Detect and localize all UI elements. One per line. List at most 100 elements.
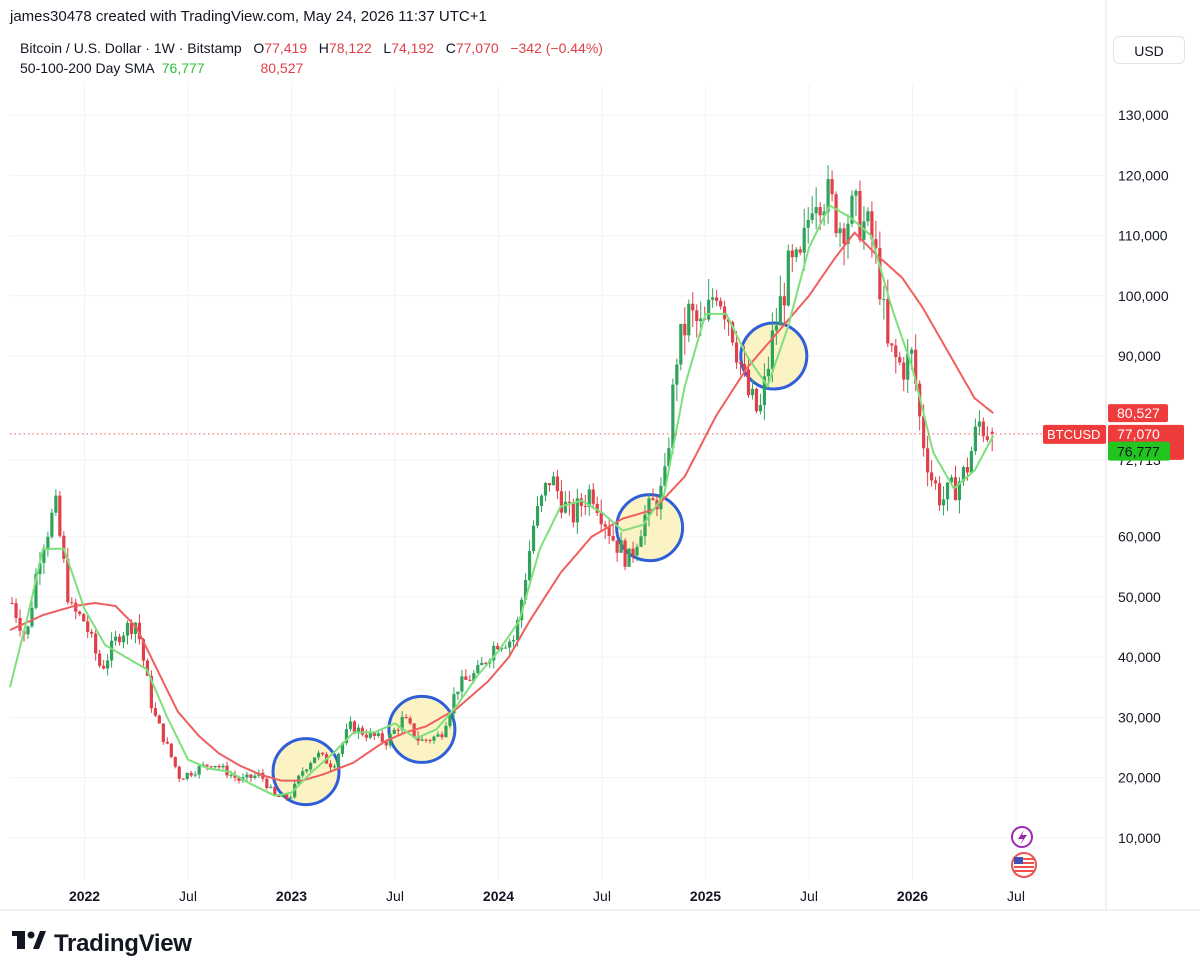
change-value: −342 (−0.44%)	[510, 40, 603, 56]
candle-body	[165, 741, 169, 744]
sma-fast-price-tag	[1108, 441, 1170, 461]
candle-body	[930, 472, 934, 481]
us-flag-icon	[1011, 852, 1037, 878]
candle-body	[794, 249, 798, 258]
candle-body	[969, 451, 974, 473]
candle-body	[635, 546, 639, 556]
candle-body	[332, 766, 337, 768]
candle-body	[599, 512, 603, 525]
candle-body	[404, 716, 408, 719]
tradingview-logo[interactable]: TradingView	[12, 930, 192, 958]
candle-body	[420, 739, 424, 741]
candle-body	[937, 483, 942, 506]
candle-body	[301, 771, 305, 776]
chart-attribution: james30478 created with TradingView.com,…	[10, 8, 487, 25]
high-value: 78,122	[328, 40, 372, 56]
low-label: L	[383, 40, 392, 56]
candle-body	[380, 733, 384, 742]
candle-body	[850, 195, 854, 224]
brand-name: TradingView	[54, 930, 192, 957]
candle-body	[193, 774, 197, 776]
sma-fast-value: 76,777	[161, 60, 205, 76]
candle-body	[715, 297, 719, 301]
candle-body	[734, 342, 739, 363]
candle-body	[14, 603, 18, 618]
candle-body	[551, 476, 556, 486]
candle-body	[587, 489, 591, 508]
y-tick-label: 120,000	[1118, 167, 1169, 183]
candle-body	[137, 622, 142, 640]
open-value: 77,419	[264, 40, 308, 56]
y-tick-label: 20,000	[1118, 770, 1161, 786]
candle-body	[205, 764, 209, 767]
sma-slow-price-text: 80,527	[1117, 405, 1160, 421]
candle-body	[691, 303, 695, 311]
candle-body	[149, 675, 153, 709]
candle-body	[870, 211, 874, 240]
candle-body	[344, 729, 349, 744]
symbol-legend[interactable]: Bitcoin / U.S. Dollar · 1W · Bitstamp O7…	[20, 40, 603, 56]
candle-body	[464, 676, 468, 680]
candle-body	[209, 766, 213, 768]
candle-body	[408, 718, 412, 724]
candle-body	[468, 679, 472, 681]
candle-body	[217, 765, 221, 768]
candle-body	[750, 388, 755, 396]
candle-body	[233, 774, 237, 778]
candle-body	[285, 794, 289, 799]
x-tick-label: 2024	[483, 888, 514, 904]
candle-body	[902, 362, 906, 380]
x-tick-label: 2023	[276, 888, 307, 904]
candle-body	[161, 723, 165, 742]
candle-body	[683, 323, 687, 336]
candle-body	[643, 514, 647, 537]
candle-body	[671, 384, 675, 449]
candle-body	[894, 345, 898, 358]
candle-body	[778, 296, 782, 326]
candle-body	[806, 219, 810, 228]
candle-body	[619, 540, 623, 553]
candle-body	[754, 388, 759, 412]
candle-body	[790, 250, 794, 258]
candle-body	[611, 536, 615, 541]
candle-body	[141, 639, 146, 661]
candle-body	[46, 536, 50, 550]
close-value: 77,070	[455, 40, 499, 56]
candle-body	[834, 194, 838, 234]
candle-body	[265, 778, 269, 788]
candle-body	[440, 734, 444, 738]
sma-fast-price-text: 76,777	[1117, 444, 1160, 460]
candle-body	[862, 221, 866, 240]
candle-body	[906, 353, 910, 380]
candle-body	[30, 607, 34, 627]
candle-body	[133, 622, 138, 634]
candle-body	[508, 641, 512, 648]
candle-body	[627, 548, 631, 567]
candle-body	[364, 734, 368, 738]
indicator-legend[interactable]: 50-100-200 Day SMA 76,777 80,527	[20, 60, 303, 76]
candle-body	[460, 676, 464, 692]
candle-body	[424, 739, 428, 741]
candle-body	[74, 602, 78, 612]
current-price-text: 77,070	[1117, 426, 1160, 442]
candle-body	[372, 732, 376, 736]
candle-body	[711, 297, 715, 300]
candle-body	[687, 303, 691, 336]
candle-body	[129, 622, 134, 634]
candle-body	[400, 716, 404, 730]
currency-button[interactable]: USD	[1113, 36, 1185, 64]
candle-body	[277, 795, 281, 798]
candle-body	[145, 660, 150, 676]
sma-lines	[9, 204, 995, 797]
candle-body	[221, 765, 225, 768]
candle-body	[213, 765, 217, 768]
y-tick-label: 10,000	[1118, 830, 1161, 846]
candle-body	[249, 774, 253, 778]
candle-body	[472, 673, 476, 681]
candle-body	[858, 190, 862, 240]
candle-body	[78, 611, 82, 615]
x-tick-label: Jul	[1007, 888, 1025, 904]
candle-body	[595, 503, 599, 513]
candle-body	[504, 647, 508, 649]
